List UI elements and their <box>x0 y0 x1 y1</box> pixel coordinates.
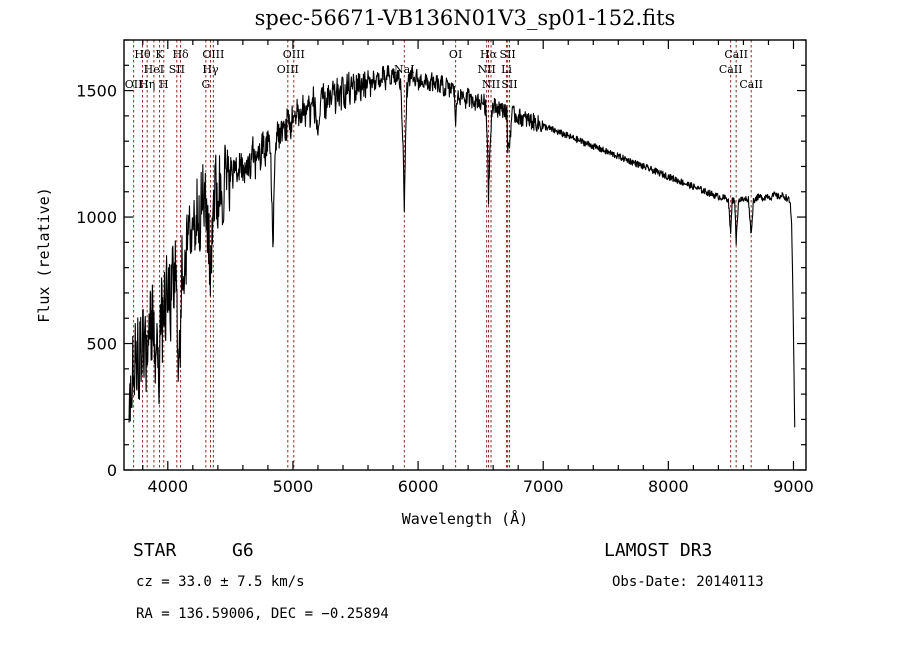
x-tick-label: 4000 <box>147 477 188 496</box>
emission-line-labels: OIIHθHηHeIKHSIIHδGHγOIIIOIIIOIIINaIOINII… <box>125 48 763 91</box>
line-label-hγ: Hγ <box>202 63 219 76</box>
line-label-sii: SII <box>169 63 185 76</box>
line-label-hei: HeI <box>144 63 164 76</box>
line-label-nii: NII <box>477 63 495 76</box>
line-label-oi: OI <box>449 48 462 61</box>
line-label-oiii: OIII <box>277 63 299 76</box>
line-label-hθ: Hθ <box>134 48 151 61</box>
x-axis-ticks <box>142 40 795 470</box>
page-title: spec-56671-VB136N01V3_sp01-152.fits <box>255 6 676 30</box>
y-tick-label: 1500 <box>76 82 117 101</box>
y-axis-tick-labels: 0 500 1000 1500 <box>76 82 117 480</box>
survey-label: LAMOST DR3 <box>604 540 712 561</box>
line-label-k: K <box>155 48 164 61</box>
line-label-hδ: Hδ <box>172 48 189 61</box>
line-label-hη: Hη <box>139 78 155 91</box>
line-label-oiii: OIII <box>283 48 305 61</box>
line-label-oii: OII <box>125 78 143 91</box>
plot-frame <box>123 39 807 471</box>
line-label-caii: CaII <box>739 78 763 91</box>
obs-date-value: Obs-Date: 20140113 <box>612 574 764 590</box>
line-label-sii: SII <box>500 48 516 61</box>
line-label-nai: NaI <box>394 63 415 76</box>
coordinates-value: RA = 136.59006, DEC = −0.25894 <box>136 606 389 622</box>
line-label-nii: NII <box>482 78 500 91</box>
line-label-hα: Hα <box>480 48 498 61</box>
spectral-class-label: G6 <box>232 540 254 561</box>
line-label-caii: CaII <box>719 63 743 76</box>
x-tick-label: 6000 <box>398 477 439 496</box>
line-label-oiii: OIII <box>202 48 224 61</box>
x-tick-label: 9000 <box>773 477 814 496</box>
y-axis-title: Flux (relative) <box>35 187 53 322</box>
x-tick-label: 8000 <box>648 477 689 496</box>
y-axis-ticks <box>124 39 806 471</box>
line-label-sii: SII <box>501 78 517 91</box>
y-tick-label: 0 <box>107 461 117 480</box>
line-label-h: H <box>159 78 169 91</box>
object-type-label: STAR <box>133 540 177 561</box>
x-tick-label: 7000 <box>523 477 564 496</box>
x-axis-title: Wavelength (Å) <box>402 509 528 528</box>
x-axis-tick-labels: 4000 5000 6000 7000 8000 9000 <box>147 477 813 496</box>
spectrum-trace <box>128 65 796 428</box>
y-tick-label: 1000 <box>76 208 117 227</box>
line-label-g: G <box>201 78 210 91</box>
x-tick-label: 5000 <box>273 477 314 496</box>
line-label-li: Li <box>501 63 512 76</box>
y-tick-label: 500 <box>86 335 117 354</box>
line-label-caii: CaII <box>724 48 748 61</box>
cz-value: cz = 33.0 ± 7.5 km/s <box>136 574 305 590</box>
